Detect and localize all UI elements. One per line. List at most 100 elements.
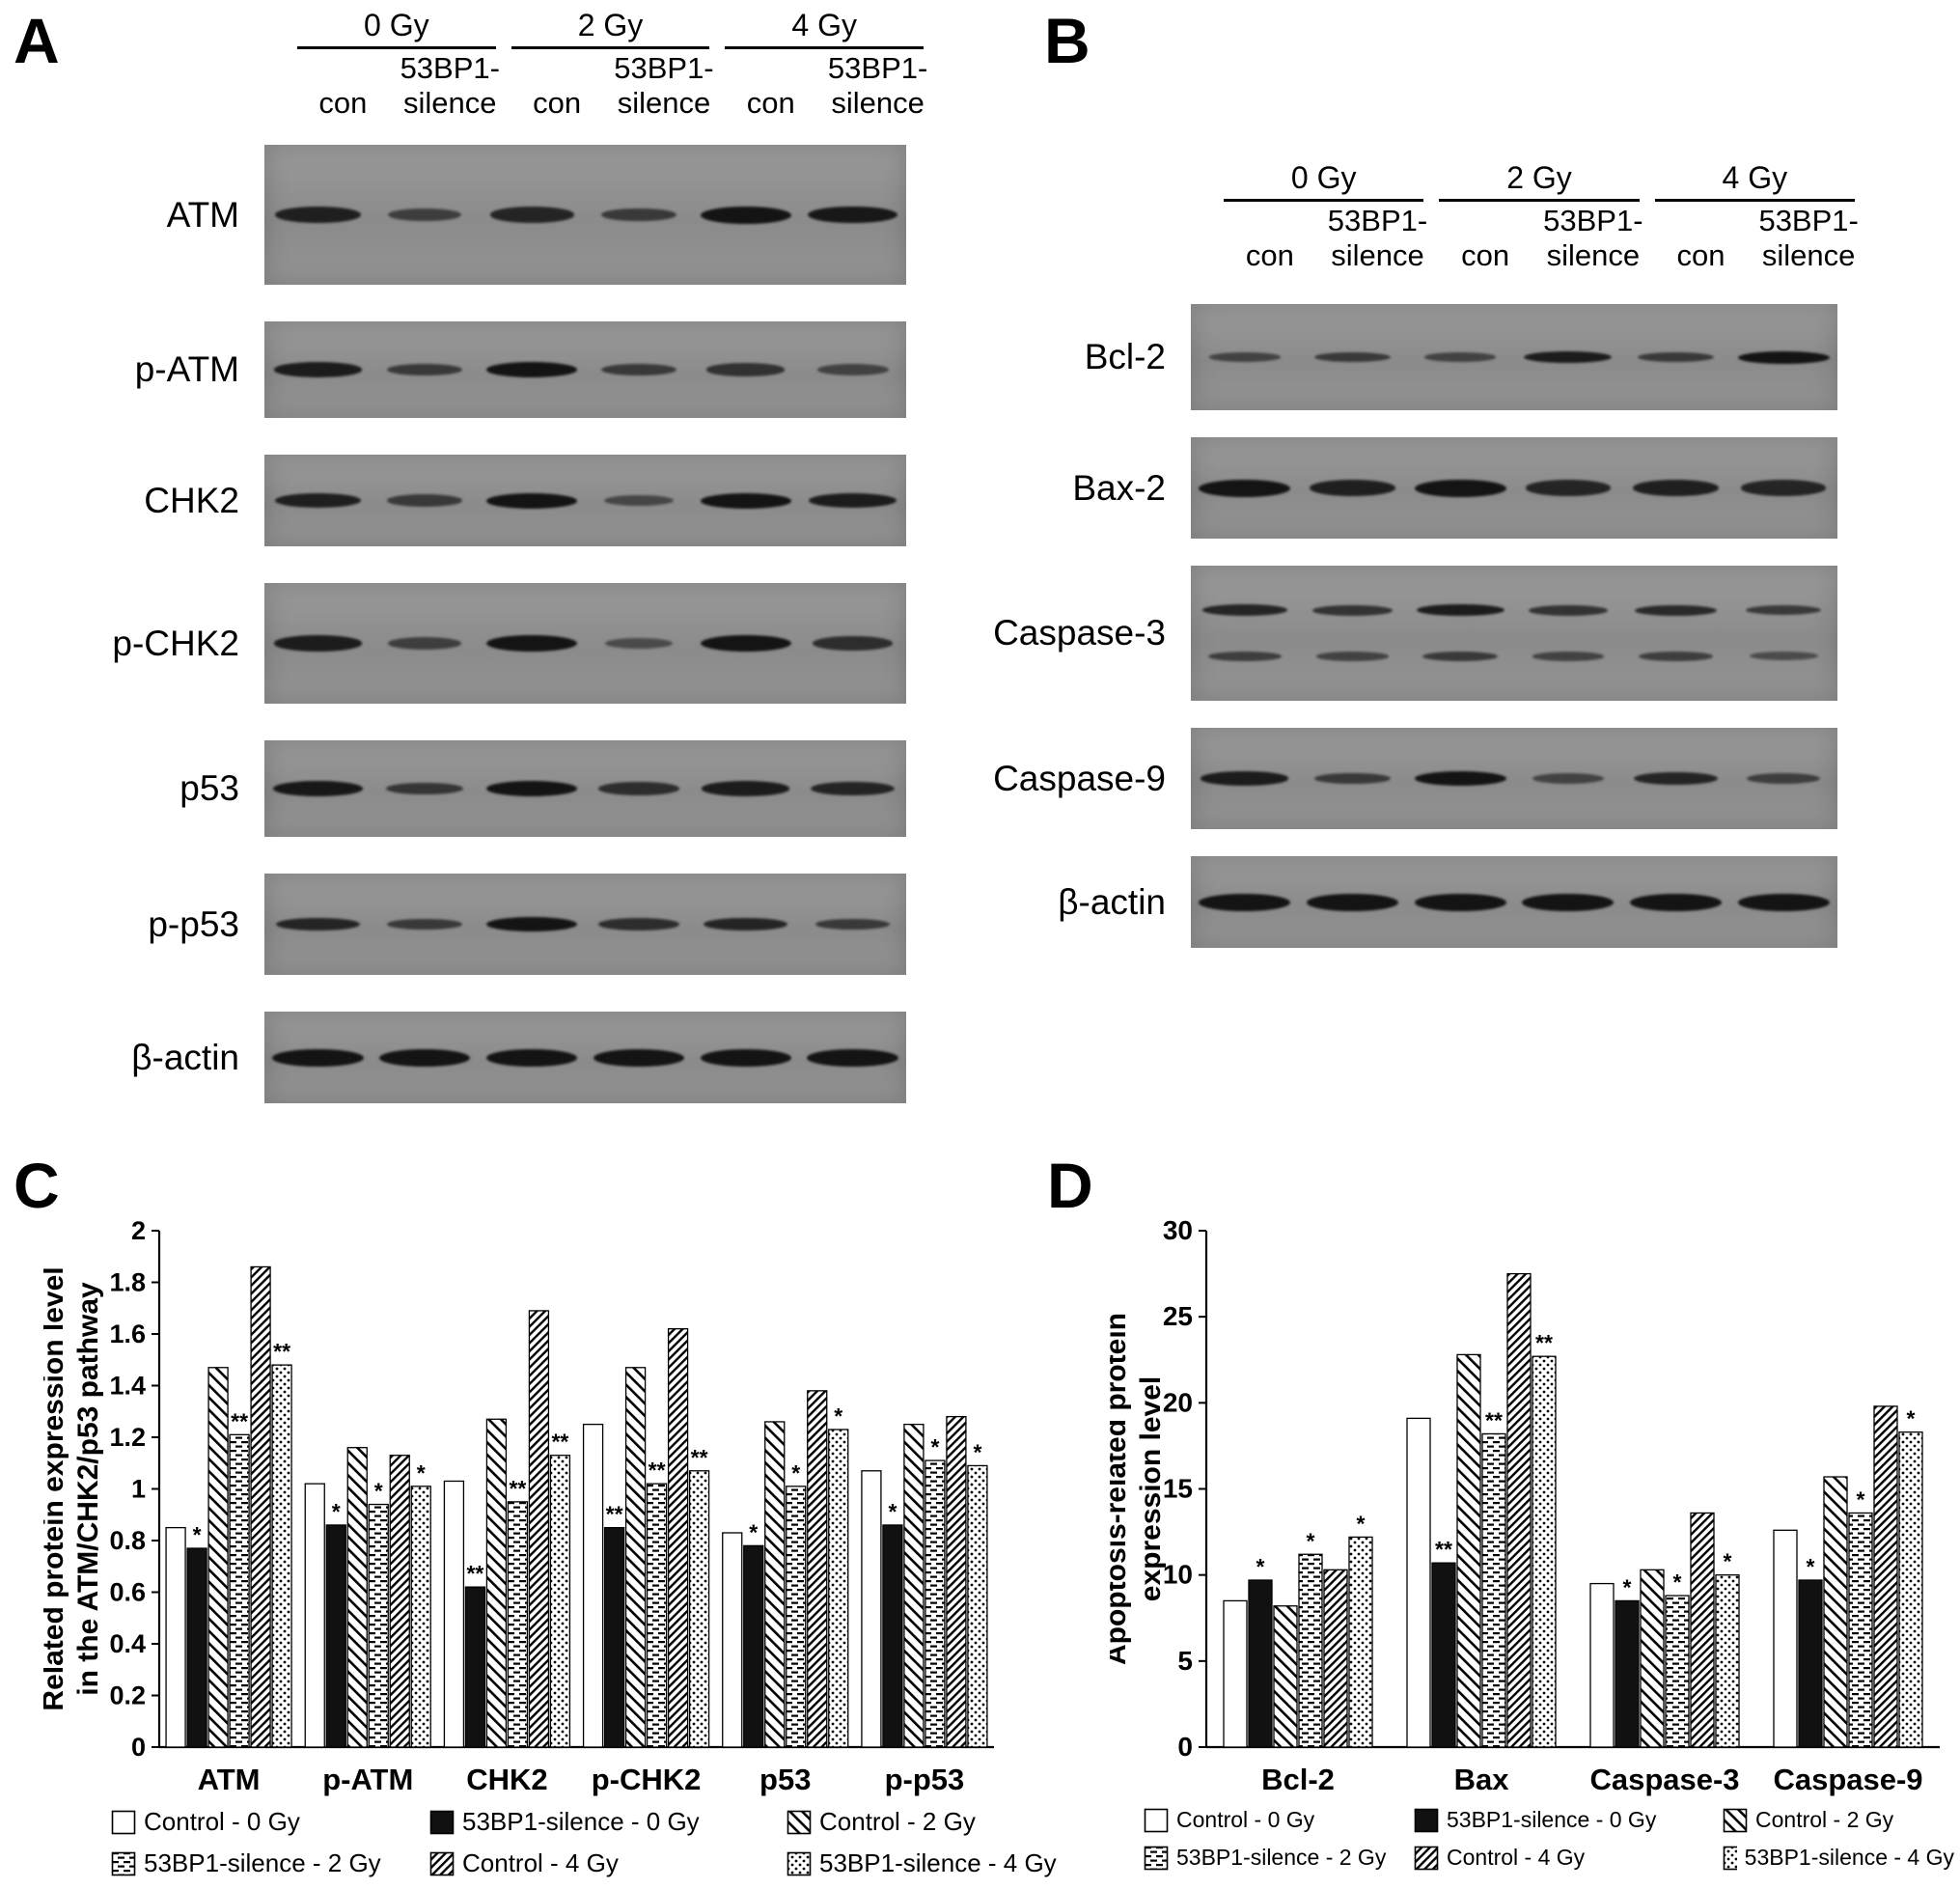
blot-band (387, 494, 463, 507)
lane-row: con 53BP1- silence (504, 51, 718, 121)
blot-band (1414, 479, 1506, 497)
significance-marker: * (834, 1403, 842, 1429)
y-tick-label: 0 (1177, 1732, 1193, 1762)
blot-row-label: Caspase-9 (993, 758, 1166, 798)
bar (1615, 1599, 1640, 1748)
legend-panel-d: Control - 0 Gy 53BP1-silence - 0 Gy Contro… (1144, 1807, 1954, 1871)
bar (764, 1421, 786, 1748)
bar (743, 1544, 764, 1748)
lane-row: con 53BP1- silence (290, 51, 504, 121)
legend-label: Control - 2 Gy (819, 1807, 976, 1836)
y-tick-label: 1.2 (109, 1423, 146, 1452)
lane-con-label: con (1676, 238, 1725, 272)
legend-swatch-white (111, 1810, 136, 1834)
blot-band (814, 918, 891, 931)
legend-swatch-dots (1723, 1846, 1737, 1870)
bar (1456, 1353, 1481, 1748)
legend-swatch-diag-dense (429, 1851, 455, 1875)
bar (967, 1464, 988, 1748)
bar (1665, 1595, 1690, 1748)
bar (1298, 1553, 1323, 1748)
legend-item: 53BP1-silence - 0 Gy (429, 1807, 787, 1837)
lane-silence-label: silence (1546, 238, 1641, 272)
y-tick-label: 15 (1163, 1474, 1193, 1504)
blot-band (274, 362, 362, 377)
blot-band (603, 494, 675, 507)
lane-silence-label: silence (403, 86, 497, 120)
y-tick-label: 20 (1163, 1387, 1193, 1417)
blot-band (807, 1048, 898, 1067)
legend-item: 53BP1-silence - 2 Gy (1144, 1845, 1414, 1871)
blot-band (1309, 480, 1396, 496)
blot-row-label: Bcl-2 (1084, 337, 1166, 376)
blot-band (1201, 771, 1289, 786)
lane-silence-label: silence (831, 86, 925, 120)
blot-band (1638, 351, 1714, 363)
bar (946, 1415, 967, 1748)
blot-row: ATM (39, 145, 906, 285)
lane-53bp1-label: 53BP1- (1543, 204, 1643, 237)
significance-marker: ** (691, 1445, 708, 1470)
lane-silence: 53BP1- silence (1539, 204, 1647, 273)
legend-item: 53BP1-silence - 2 Gy (111, 1848, 429, 1878)
blot-band (388, 208, 462, 222)
bar (1848, 1512, 1873, 1748)
lane-con-label: con (533, 86, 582, 120)
bar (304, 1483, 325, 1748)
category-label: p-CHK2 (592, 1763, 702, 1796)
blot-row: p-ATM (39, 321, 906, 418)
legend-label: 53BP1-silence - 2 Gy (1176, 1845, 1387, 1870)
blot-row-label: CHK2 (144, 480, 239, 520)
dose-label: 4 Gy (725, 8, 925, 49)
legend-swatch-black (429, 1810, 455, 1834)
blot-band (1422, 651, 1499, 661)
blot-band (1423, 352, 1497, 362)
y-axis-title: Related protein expression level in the A… (43, 1266, 104, 1710)
dose-group: 4 Gy con 53BP1- silence (1647, 160, 1863, 273)
y-tick-label: 0.8 (109, 1526, 146, 1555)
significance-marker: * (1623, 1574, 1632, 1599)
blot-band (485, 781, 578, 796)
blot-band (1630, 893, 1722, 911)
blot-band (593, 1048, 685, 1067)
legend-item: Control - 2 Gy (1723, 1807, 1954, 1833)
bar (861, 1470, 882, 1748)
bar (1589, 1582, 1615, 1748)
lane-silence: 53BP1- silence (611, 51, 718, 121)
significance-marker: * (1724, 1549, 1732, 1574)
lane-53bp1-label: 53BP1- (400, 51, 500, 85)
y-tick-label: 10 (1163, 1560, 1193, 1590)
blot-band (275, 917, 360, 931)
bar (1323, 1569, 1348, 1748)
lane-spacer (1431, 204, 1539, 238)
category-label: p-ATM (322, 1763, 413, 1796)
lane-silence: 53BP1- silence (1324, 204, 1432, 273)
blot-band (387, 918, 463, 931)
blot-row: CHK2 (39, 455, 906, 546)
legend-swatch-diag-down (787, 1810, 812, 1834)
bar (1532, 1355, 1557, 1748)
blot-row: Caspase-9 (965, 728, 1837, 829)
bar (1798, 1579, 1823, 1748)
legend-swatch-diag-dense (1414, 1846, 1439, 1870)
blot-image (1191, 437, 1837, 539)
panel-a-letter: A (14, 5, 60, 76)
blot-row-label: Caspase-3 (993, 613, 1166, 653)
lane-spacer (290, 51, 397, 86)
lane-row: con 53BP1- silence (1431, 204, 1646, 273)
legend-panel-c: Control - 0 Gy 53BP1-silence - 0 Gy Contro… (111, 1807, 1066, 1878)
significance-marker: ** (1435, 1537, 1452, 1562)
blot-band (379, 1048, 471, 1067)
legend-item: Control - 2 Gy (787, 1807, 1066, 1837)
bar (688, 1470, 710, 1748)
blot-band (1532, 773, 1605, 784)
blot-band (1632, 480, 1720, 496)
blot-band (1199, 893, 1291, 911)
blot-band (700, 635, 791, 652)
blot-band (1526, 480, 1611, 496)
blot-row: p-p53 (39, 874, 906, 975)
lane-con-label: con (1245, 238, 1294, 272)
significance-marker: * (1857, 1486, 1865, 1512)
bar (1431, 1562, 1456, 1748)
lane-con: con (1647, 204, 1755, 273)
